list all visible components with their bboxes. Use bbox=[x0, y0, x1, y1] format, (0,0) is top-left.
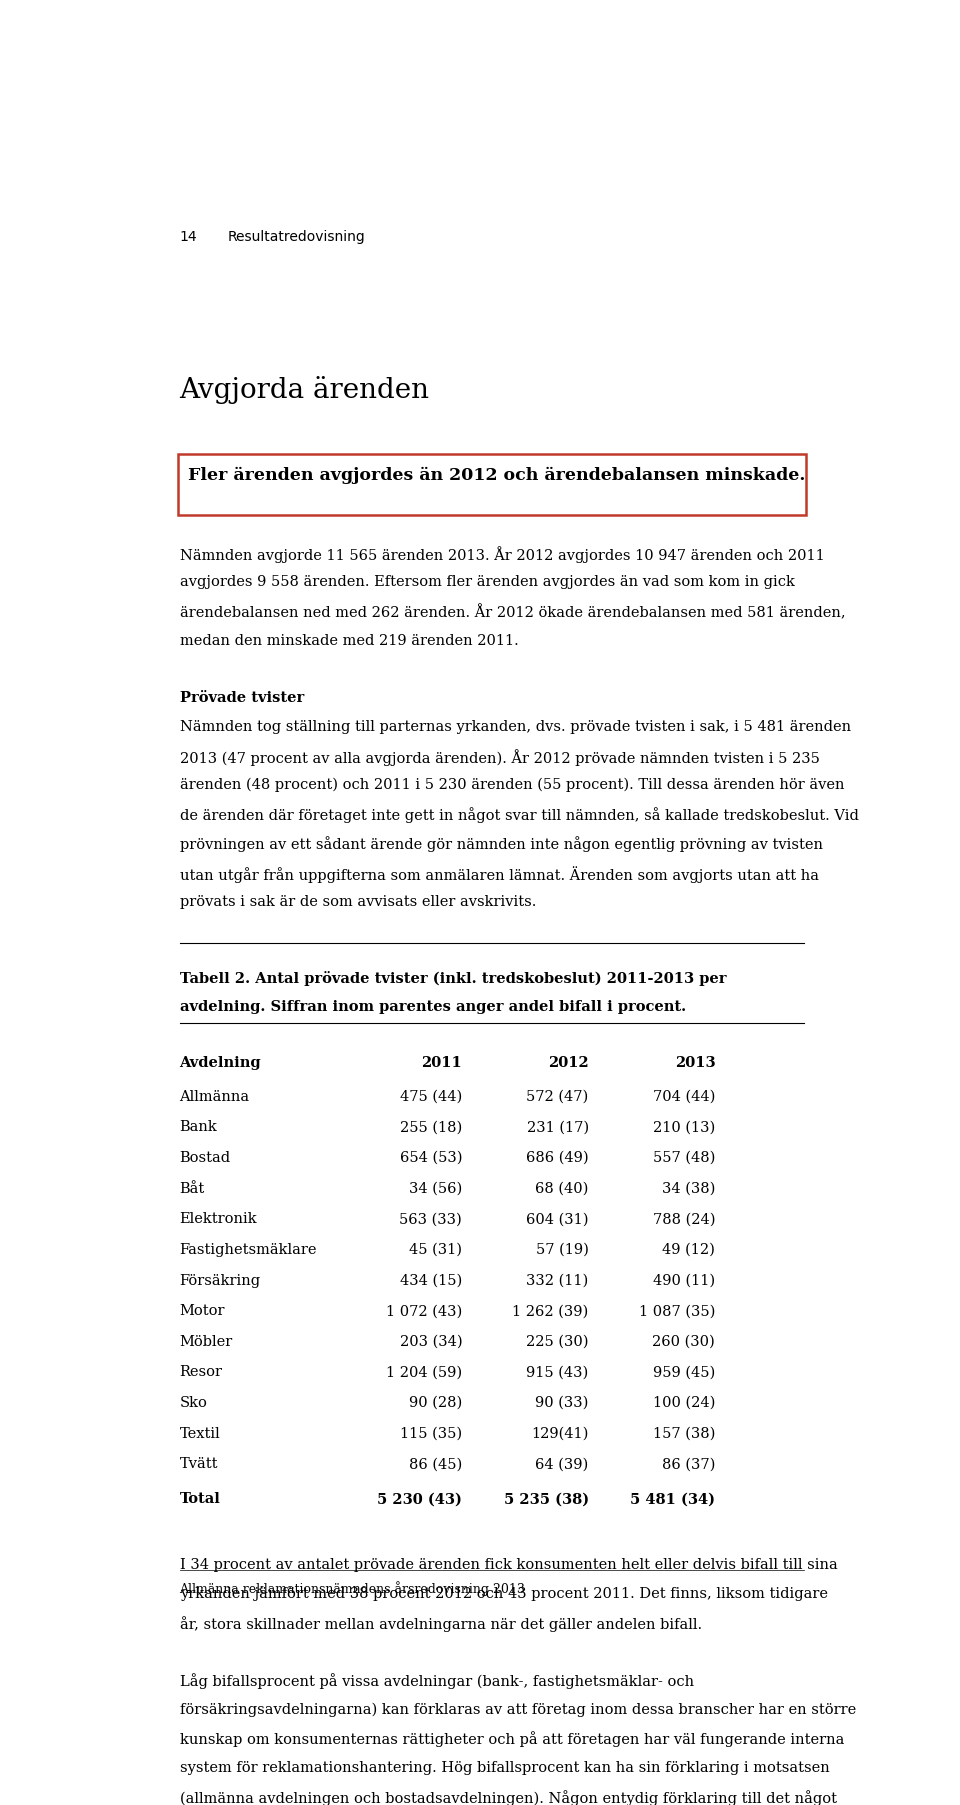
Text: 332 (11): 332 (11) bbox=[526, 1274, 588, 1287]
Text: 572 (47): 572 (47) bbox=[526, 1090, 588, 1103]
Text: 1 262 (39): 1 262 (39) bbox=[513, 1305, 588, 1318]
Text: 475 (44): 475 (44) bbox=[400, 1090, 463, 1103]
Text: Möbler: Möbler bbox=[180, 1336, 232, 1348]
Text: Bank: Bank bbox=[180, 1121, 217, 1134]
Text: 210 (13): 210 (13) bbox=[653, 1121, 715, 1134]
Text: Fler ärenden avgjordes än 2012 och ärendebalansen minskade.: Fler ärenden avgjordes än 2012 och ärend… bbox=[188, 467, 805, 484]
Text: 557 (48): 557 (48) bbox=[653, 1152, 715, 1164]
Text: Fastighetsmäklare: Fastighetsmäklare bbox=[180, 1244, 317, 1256]
Text: 255 (18): 255 (18) bbox=[400, 1121, 463, 1134]
Text: 686 (49): 686 (49) bbox=[526, 1152, 588, 1164]
Text: 434 (15): 434 (15) bbox=[400, 1274, 463, 1287]
Text: 34 (38): 34 (38) bbox=[661, 1182, 715, 1195]
Text: Nämnden tog ställning till parternas yrkanden, dvs. prövade tvisten i sak, i 5 4: Nämnden tog ställning till parternas yrk… bbox=[180, 720, 851, 733]
Text: Textil: Textil bbox=[180, 1426, 220, 1440]
Text: Allmänna: Allmänna bbox=[180, 1090, 250, 1103]
Text: Tvätt: Tvätt bbox=[180, 1457, 218, 1471]
Text: Elektronik: Elektronik bbox=[180, 1213, 257, 1226]
Text: Försäkring: Försäkring bbox=[180, 1274, 261, 1287]
Text: försäkringsavdelningarna) kan förklaras av att företag inom dessa branscher har : försäkringsavdelningarna) kan förklaras … bbox=[180, 1702, 855, 1717]
Text: 654 (53): 654 (53) bbox=[399, 1152, 463, 1164]
Text: Avdelning: Avdelning bbox=[180, 1056, 261, 1070]
Text: 86 (37): 86 (37) bbox=[661, 1457, 715, 1471]
Text: 115 (35): 115 (35) bbox=[400, 1426, 463, 1440]
Text: Motor: Motor bbox=[180, 1305, 225, 1318]
Text: 5 481 (34): 5 481 (34) bbox=[630, 1493, 715, 1505]
Text: 1 204 (59): 1 204 (59) bbox=[386, 1365, 463, 1379]
Text: 129(41): 129(41) bbox=[531, 1426, 588, 1440]
Text: de ärenden där företaget inte gett in något svar till nämnden, så kallade tredsk: de ärenden där företaget inte gett in nå… bbox=[180, 807, 858, 823]
Text: 86 (45): 86 (45) bbox=[409, 1457, 463, 1471]
Text: 90 (33): 90 (33) bbox=[536, 1395, 588, 1410]
Text: Bostad: Bostad bbox=[180, 1152, 230, 1164]
Text: 100 (24): 100 (24) bbox=[653, 1395, 715, 1410]
Text: 14: 14 bbox=[180, 231, 197, 244]
Text: Tabell 2. Antal prövade tvister (inkl. tredskobeslut) 2011-2013 per: Tabell 2. Antal prövade tvister (inkl. t… bbox=[180, 971, 726, 986]
Text: år, stora skillnader mellan avdelningarna när det gäller andelen bifall.: år, stora skillnader mellan avdelningarn… bbox=[180, 1615, 702, 1632]
Text: 2011: 2011 bbox=[421, 1056, 463, 1070]
Text: Resor: Resor bbox=[180, 1365, 223, 1379]
Text: 49 (12): 49 (12) bbox=[662, 1244, 715, 1256]
Text: 225 (30): 225 (30) bbox=[526, 1336, 588, 1348]
Text: 2013: 2013 bbox=[675, 1056, 715, 1070]
Text: yrkanden jämfört med 38 procent 2012 och 43 procent 2011. Det finns, liksom tidi: yrkanden jämfört med 38 procent 2012 och… bbox=[180, 1587, 828, 1601]
Text: 563 (33): 563 (33) bbox=[399, 1213, 463, 1226]
Text: Låg bifallsprocent på vissa avdelningar (bank-, fastighetsmäklar- och: Låg bifallsprocent på vissa avdelningar … bbox=[180, 1673, 694, 1689]
Text: (allmänna avdelningen och bostadsavdelningen). Någon entydig förklaring till det: (allmänna avdelningen och bostadsavdelni… bbox=[180, 1791, 836, 1805]
Text: Prövade tvister: Prövade tvister bbox=[180, 691, 303, 704]
Text: 1 087 (35): 1 087 (35) bbox=[638, 1305, 715, 1318]
Text: 1 072 (43): 1 072 (43) bbox=[386, 1305, 463, 1318]
Text: prövningen av ett sådant ärende gör nämnden inte någon egentlig prövning av tvis: prövningen av ett sådant ärende gör nämn… bbox=[180, 836, 823, 852]
Text: prövats i sak är de som avvisats eller avskrivits.: prövats i sak är de som avvisats eller a… bbox=[180, 895, 536, 910]
Text: 231 (17): 231 (17) bbox=[527, 1121, 588, 1134]
Text: 2012: 2012 bbox=[548, 1056, 588, 1070]
Text: system för reklamationshantering. Hög bifallsprocent kan ha sin förklaring i mot: system för reklamationshantering. Hög bi… bbox=[180, 1760, 829, 1774]
Text: 5 235 (38): 5 235 (38) bbox=[504, 1493, 588, 1505]
Text: 68 (40): 68 (40) bbox=[536, 1182, 588, 1195]
Text: 203 (34): 203 (34) bbox=[399, 1336, 463, 1348]
Text: 915 (43): 915 (43) bbox=[526, 1365, 588, 1379]
Text: 704 (44): 704 (44) bbox=[653, 1090, 715, 1103]
Text: ärendebalansen ned med 262 ärenden. År 2012 ökade ärendebalansen med 581 ärenden: ärendebalansen ned med 262 ärenden. År 2… bbox=[180, 605, 845, 619]
Text: ärenden (48 procent) och 2011 i 5 230 ärenden (55 procent). Till dessa ärenden h: ärenden (48 procent) och 2011 i 5 230 är… bbox=[180, 778, 844, 792]
Text: avdelning. Siffran inom parentes anger andel bifall i procent.: avdelning. Siffran inom parentes anger a… bbox=[180, 1000, 685, 1014]
Text: 45 (31): 45 (31) bbox=[409, 1244, 463, 1256]
Text: I 34 procent av antalet prövade ärenden fick konsumenten helt eller delvis bifal: I 34 procent av antalet prövade ärenden … bbox=[180, 1558, 837, 1572]
Text: medan den minskade med 219 ärenden 2011.: medan den minskade med 219 ärenden 2011. bbox=[180, 634, 518, 648]
Text: 64 (39): 64 (39) bbox=[536, 1457, 588, 1471]
Text: Båt: Båt bbox=[180, 1182, 204, 1195]
Text: 157 (38): 157 (38) bbox=[653, 1426, 715, 1440]
Text: 34 (56): 34 (56) bbox=[409, 1182, 463, 1195]
Text: 260 (30): 260 (30) bbox=[653, 1336, 715, 1348]
Text: avgjordes 9 558 ärenden. Eftersom fler ärenden avgjordes än vad som kom in gick: avgjordes 9 558 ärenden. Eftersom fler ä… bbox=[180, 576, 794, 588]
Text: 490 (11): 490 (11) bbox=[653, 1274, 715, 1287]
Text: Total: Total bbox=[180, 1493, 221, 1505]
Text: Nämnden avgjorde 11 565 ärenden 2013. År 2012 avgjordes 10 947 ärenden och 2011: Nämnden avgjorde 11 565 ärenden 2013. År… bbox=[180, 545, 825, 563]
Text: Sko: Sko bbox=[180, 1395, 207, 1410]
Text: 788 (24): 788 (24) bbox=[653, 1213, 715, 1226]
Text: Allmänna reklamationsnämndens årsredovisning 2013: Allmänna reklamationsnämndens årsredovis… bbox=[180, 1581, 525, 1596]
Text: 959 (45): 959 (45) bbox=[653, 1365, 715, 1379]
Text: utan utgår från uppgifterna som anmälaren lämnat. Ärenden som avgjorts utan att : utan utgår från uppgifterna som anmälare… bbox=[180, 866, 819, 883]
Text: 57 (19): 57 (19) bbox=[536, 1244, 588, 1256]
Text: Resultatredovisning: Resultatredovisning bbox=[228, 231, 366, 244]
Text: 90 (28): 90 (28) bbox=[409, 1395, 463, 1410]
Text: 604 (31): 604 (31) bbox=[526, 1213, 588, 1226]
Text: 5 230 (43): 5 230 (43) bbox=[377, 1493, 463, 1505]
Text: Avgjorda ärenden: Avgjorda ärenden bbox=[180, 377, 429, 404]
FancyBboxPatch shape bbox=[178, 455, 806, 516]
Text: 2013 (47 procent av alla avgjorda ärenden). År 2012 prövade nämnden tvisten i 5 : 2013 (47 procent av alla avgjorda ärende… bbox=[180, 749, 820, 765]
Text: kunskap om konsumenternas rättigheter och på att företagen har väl fungerande in: kunskap om konsumenternas rättigheter oc… bbox=[180, 1731, 844, 1747]
